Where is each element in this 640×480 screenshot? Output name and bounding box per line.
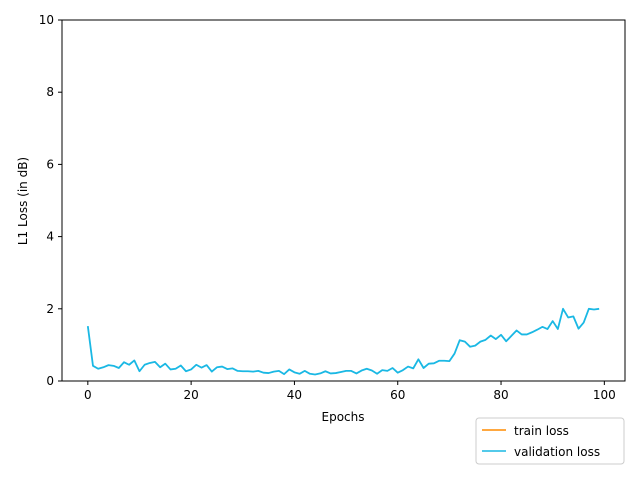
legend: train loss validation loss (475, 417, 625, 465)
x-tick-label: 100 (593, 388, 616, 402)
x-tick-label: 60 (390, 388, 405, 402)
series-line-validation-loss (86, 307, 600, 376)
legend-label-validation-loss: validation loss (514, 445, 600, 459)
y-tick-label: 2 (46, 302, 54, 316)
y-tick-label: 8 (46, 85, 54, 99)
x-tick-label: 40 (287, 388, 302, 402)
x-tick-label: 20 (183, 388, 198, 402)
legend-frame (475, 417, 625, 465)
y-tick-label: 10 (39, 13, 54, 27)
y-tick-label: 4 (46, 230, 54, 244)
axes: 0 20 40 60 80 100 0 2 4 6 8 10 (39, 13, 626, 402)
axes-frame (61, 19, 626, 382)
y-tick-label: 0 (46, 374, 54, 388)
y-tick-label: 6 (46, 157, 54, 171)
x-tick-label: 80 (493, 388, 508, 402)
x-tick-label: 0 (84, 388, 92, 402)
y-axis-label: L1 Loss (in dB) (16, 157, 30, 245)
legend-label-train-loss: train loss (514, 424, 569, 438)
x-axis-label: Epochs (322, 410, 365, 424)
series-layer (86, 307, 600, 376)
